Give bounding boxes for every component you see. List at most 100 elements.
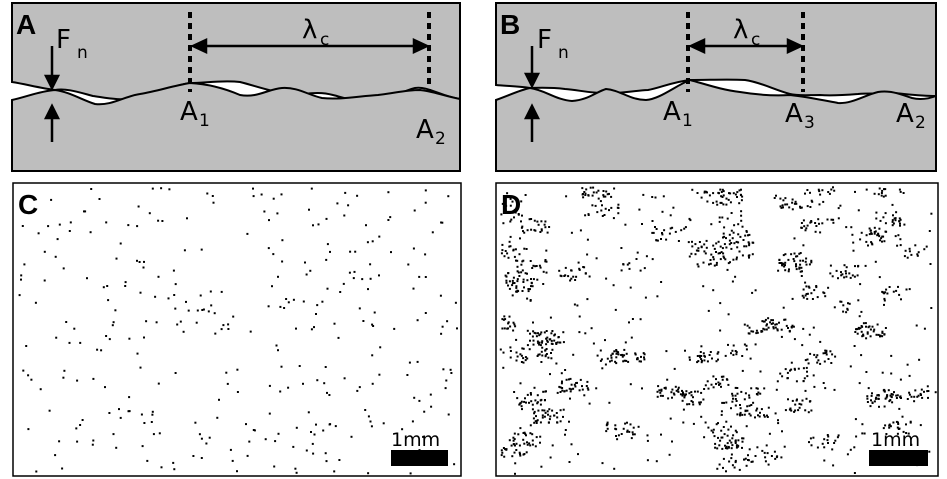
contact-point [715,378,717,381]
contact-point [790,361,793,364]
contact-point [628,262,631,265]
contact-point [551,348,554,351]
contact-point [595,191,598,194]
contact-point [523,431,526,434]
contact-point [719,302,722,305]
contact-point [686,403,689,406]
contact-point [75,427,78,430]
point-b1-sub: 1 [682,111,693,131]
contact-point [709,259,712,261]
contact-point [608,192,610,195]
contact-point [695,249,698,252]
contact-point [292,298,295,301]
contact-point [826,218,829,221]
contact-point [712,192,715,195]
contact-point [752,330,755,333]
contact-point [669,214,672,217]
contact-point [878,276,881,279]
contact-point [738,202,741,205]
contact-point [690,400,693,402]
contact-point [568,461,571,463]
contact-point [799,259,802,262]
contact-point [817,188,820,191]
contact-point [877,193,880,196]
contact-point [682,393,685,396]
contact-point [218,398,220,401]
contact-point [712,289,715,292]
contact-point [538,343,541,346]
contact-point [532,321,534,324]
contact-point [731,280,734,283]
contact-point [529,332,531,335]
contact-point [506,252,509,255]
contact-point [895,289,898,292]
contact-point [524,356,527,359]
contact-point [582,196,585,199]
contact-point [541,416,544,419]
contact-point [563,275,566,277]
contact-point [608,401,611,404]
contact-point [521,260,524,263]
contact-point [529,299,532,302]
contact-point [196,309,199,312]
contact-point [274,440,277,443]
contact-point [825,353,828,356]
contact-point [732,344,735,347]
contact-point [556,341,559,344]
contact-point [568,420,570,423]
contact-point [821,442,824,445]
contact-point [688,356,691,359]
contact-point [267,305,270,308]
contact-point [454,301,457,304]
contact-point [406,374,409,376]
contact-point [719,258,722,261]
contact-point [858,327,860,330]
contact-point [748,412,751,415]
contact-point [854,418,857,421]
contact-point [542,390,545,393]
contact-point [795,263,797,266]
contact-point [520,263,523,266]
contact-point [401,428,404,431]
contact-point [535,265,538,267]
contact-point [866,332,869,335]
contact-point [348,271,351,274]
contact-point [736,392,739,395]
contact-point [720,251,723,254]
contact-point [522,357,525,360]
contact-point [529,432,532,435]
contact-point [805,366,808,369]
contact-point [522,281,525,283]
contact-point [660,388,663,391]
contact-point [748,394,751,397]
contact-point [707,426,710,429]
contact-point [892,290,895,293]
contact-point [677,240,680,242]
contact-point [325,217,328,220]
contact-point [514,462,517,465]
contact-point [822,291,825,294]
contact-point [809,400,812,403]
contact-point [516,355,519,358]
contact-point [558,269,561,272]
contact-point [127,224,130,227]
contact-point [711,357,713,360]
contact-point [606,427,609,430]
contact-point [743,323,746,326]
contact-point [504,250,507,252]
contact-point [317,223,320,226]
contact-point [310,187,313,190]
contact-point [713,264,716,267]
contact-point [724,444,726,447]
contact-point [522,361,525,364]
contact-point [923,327,926,330]
contact-point [431,231,434,234]
contact-point [748,396,751,399]
contact-point [782,206,784,209]
contact-point [812,374,815,377]
contact-point [733,242,736,245]
contact-point [816,354,819,357]
contact-point [522,230,524,233]
contact-point [202,308,205,311]
contact-point [544,226,547,229]
